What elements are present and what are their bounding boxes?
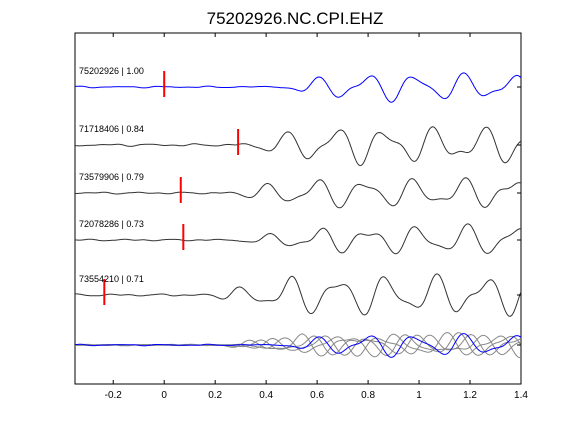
trace-71718406 <box>74 126 522 167</box>
chart-title: 75202926.NC.CPI.EHZ <box>207 9 384 28</box>
trace-73554210 <box>74 273 522 317</box>
trace-73579906 <box>75 177 522 209</box>
x-axis: -0.2 0 0.2 0.4 0.6 0.8 1 1.2 1.4 <box>105 33 528 401</box>
trace-group <box>74 72 522 317</box>
trace-label-72078286: 72078286 | 0.73 <box>79 219 144 229</box>
overlay-reference-trace <box>74 333 522 358</box>
x-tick-label: 1.4 <box>514 390 528 401</box>
pick-group <box>103 71 240 305</box>
trace-label-73554210: 73554210 | 0.71 <box>79 274 144 284</box>
trace-label-73579906: 73579906 | 0.79 <box>79 172 144 182</box>
trace-75202926 <box>74 72 522 103</box>
trace-label-75202926: 75202926 | 1.00 <box>79 66 144 76</box>
x-tick-label: 0 <box>161 390 167 401</box>
x-tick-label: 1.2 <box>463 390 477 401</box>
x-tick-label: 0.2 <box>208 390 222 401</box>
trace-72078286 <box>74 223 522 255</box>
overlay-stack <box>74 332 522 359</box>
x-tick-label: -0.2 <box>105 390 123 401</box>
x-tick-label: 0.6 <box>310 390 324 401</box>
x-tick-label: 0.4 <box>259 390 273 401</box>
x-tick-label: 0.8 <box>361 390 375 401</box>
trace-label-group: 75202926 | 1.00 71718406 | 0.84 73579906 |… <box>79 66 144 284</box>
x-tick-label: 1 <box>416 390 422 401</box>
plot-frame <box>74 32 522 385</box>
trace-label-71718406: 71718406 | 0.84 <box>79 124 144 134</box>
